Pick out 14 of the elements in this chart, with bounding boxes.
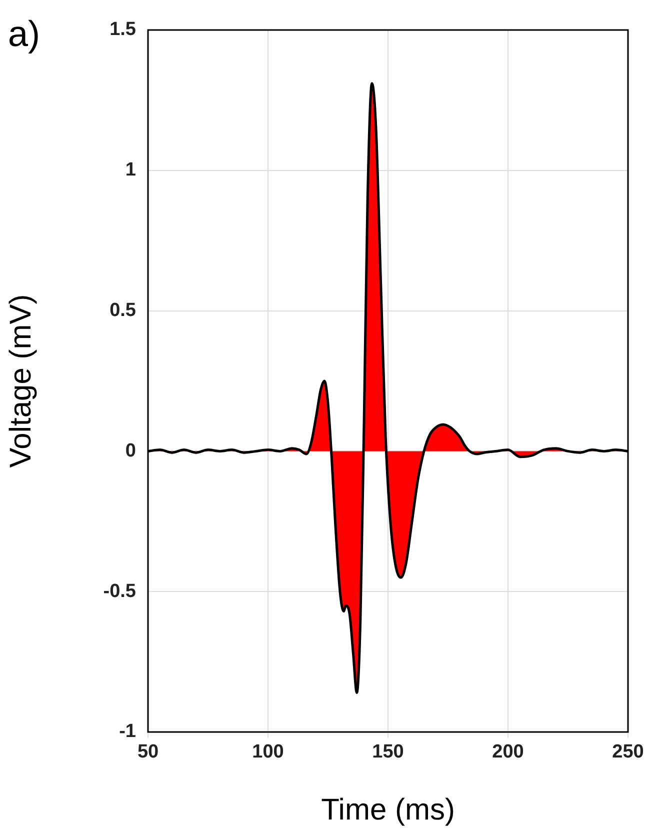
x-tick-label: 100 xyxy=(252,742,284,763)
x-tick-label: 200 xyxy=(492,742,524,763)
text: a) xyxy=(8,12,40,54)
y-tick-label: 0 xyxy=(125,440,136,462)
y-tick-label: -0.5 xyxy=(103,580,136,602)
y-tick-label: 1 xyxy=(125,160,136,181)
y-tick-label: 0.5 xyxy=(110,300,136,322)
y-tick-label: -1 xyxy=(119,721,136,742)
x-axis-title: Time (ms) xyxy=(321,793,455,826)
x-tick-label: 150 xyxy=(372,742,404,763)
y-tick-label: 1.5 xyxy=(110,19,136,40)
y-axis-title: Voltage (mV) xyxy=(4,294,38,468)
x-tick-label: 50 xyxy=(137,742,159,763)
x-tick-label: 250 xyxy=(612,742,644,763)
